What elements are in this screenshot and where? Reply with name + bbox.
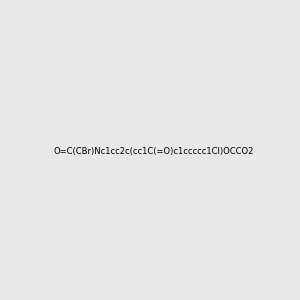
Text: O=C(CBr)Nc1cc2c(cc1C(=O)c1ccccc1Cl)OCCO2: O=C(CBr)Nc1cc2c(cc1C(=O)c1ccccc1Cl)OCCO2 — [54, 147, 254, 156]
